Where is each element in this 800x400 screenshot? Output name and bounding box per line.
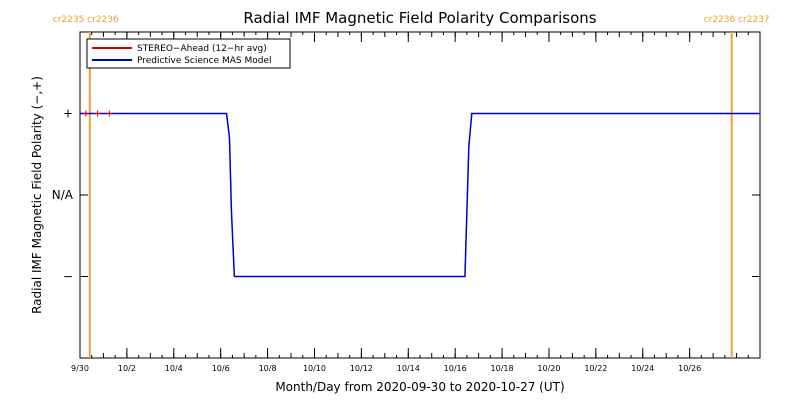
x-tick-label: 10/16 — [444, 364, 467, 373]
x-axis-label: Month/Day from 2020-09-30 to 2020-10-27 … — [275, 380, 564, 394]
legend: STEREO−Ahead (12−hr avg) Predictive Scie… — [86, 38, 291, 69]
y-tick-label: − — [63, 270, 73, 284]
x-tick-label: 9/30 — [71, 364, 89, 373]
series-group — [80, 110, 760, 278]
x-tick-label: 10/24 — [631, 364, 654, 373]
x-tick-label: 10/2 — [118, 364, 136, 373]
x-tick-label: 10/8 — [259, 364, 277, 373]
x-tick-label: 10/6 — [212, 364, 230, 373]
x-tick-label: 10/4 — [165, 364, 183, 373]
x-tick-label: 10/10 — [303, 364, 326, 373]
x-tick-label: 10/26 — [678, 364, 701, 373]
legend-label-model: Predictive Science MAS Model — [137, 56, 272, 66]
carrington-markers: cr2235 cr2236 cr2236 cr2237 — [53, 15, 770, 358]
model-polarity-line — [80, 112, 760, 278]
plot-area — [79, 31, 761, 359]
carrington-marker-label: cr2236 cr2237 — [704, 15, 770, 25]
y-axis-label: Radial IMF Magnetic Field Polarity (−,+) — [30, 76, 44, 314]
y-tick-label: + — [63, 107, 73, 121]
x-tick-label: 10/18 — [491, 364, 514, 373]
y-tick-label: N/A — [52, 188, 74, 202]
x-tick-label: 10/14 — [397, 364, 420, 373]
x-tick-label: 10/12 — [350, 364, 373, 373]
legend-box — [86, 38, 291, 69]
legend-label-stereo: STEREO−Ahead (12−hr avg) — [137, 44, 267, 54]
carrington-marker-label: cr2235 cr2236 — [53, 15, 119, 25]
x-tick-label: 10/22 — [584, 364, 607, 373]
x-tick-label: 10/20 — [537, 364, 560, 373]
chart-title: Radial IMF Magnetic Field Polarity Compa… — [243, 9, 596, 27]
x-axis: 9/30 10/2 10/4 10/6 10/8 10/10 10/12 10/14 10/16… — [71, 32, 761, 373]
